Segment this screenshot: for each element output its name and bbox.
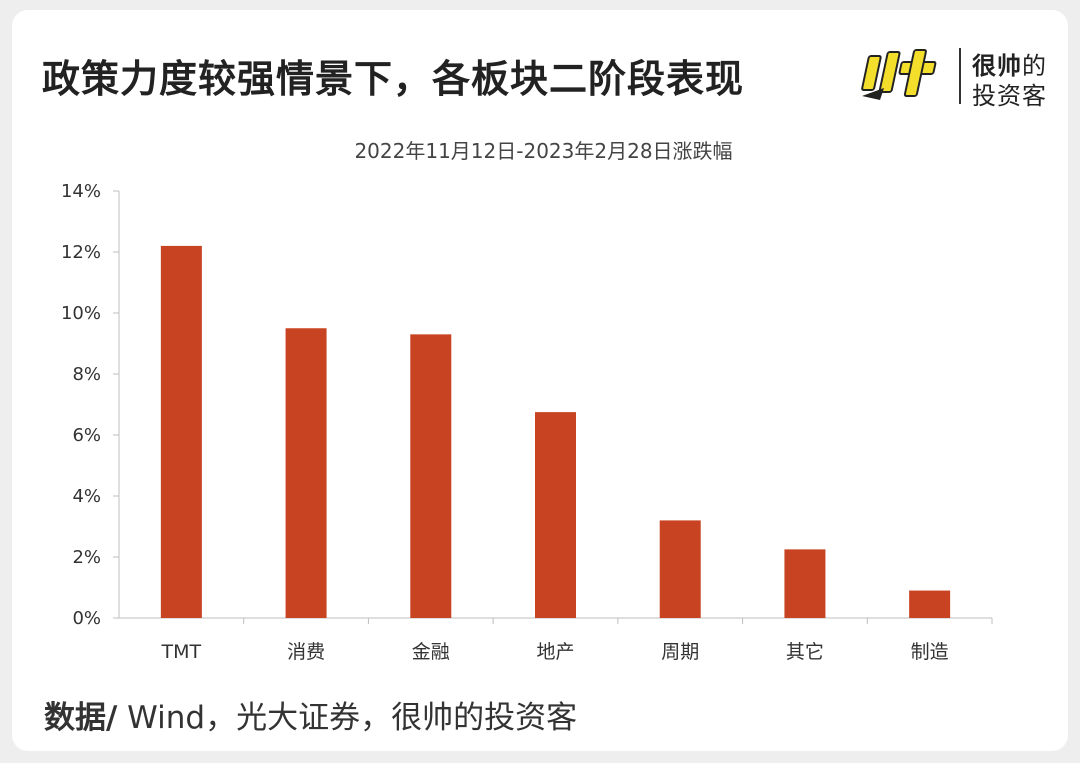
brand-name-rest: 的 (1022, 52, 1047, 80)
bar (160, 245, 202, 618)
chart-title: 2022年11月12日-2023年2月28日涨跌幅 (354, 139, 733, 163)
x-tick-label: 消费 (287, 641, 325, 663)
y-tick-label: 0% (72, 608, 101, 629)
brand-name-line2: 投资客 (972, 82, 1047, 110)
bar (659, 520, 701, 618)
bar-chart: 0% 2% 4% 6% 8% 10% 12% 14% TMT 消费 金融 地产 周期 其它 制造 (61, 181, 993, 663)
bar (285, 328, 327, 618)
y-tick-label: 14% (61, 181, 101, 202)
y-tick-label: 12% (61, 242, 101, 263)
source-note: 数据/ Wind，光大证券，很帅的投资客 (44, 692, 577, 737)
source-label: 数据/ (44, 700, 118, 736)
y-tick-label: 10% (61, 303, 101, 324)
y-tick-label: 2% (72, 547, 101, 568)
source-text: Wind，光大证券，很帅的投资客 (117, 700, 578, 736)
x-tick-label: TMT (161, 641, 202, 663)
bar (909, 590, 951, 618)
brand-divider (959, 48, 961, 104)
x-tick-label: 制造 (911, 641, 949, 663)
y-tick-label: 8% (72, 364, 101, 385)
x-tick-label: 地产 (536, 641, 574, 663)
y-tick-label: 6% (72, 425, 101, 446)
bar (410, 334, 452, 618)
card-container: 政策力度较强情景下，各板块二阶段表现 很帅的 投资客 2022年11月12日-2… (12, 10, 1068, 751)
bar (535, 412, 576, 618)
x-tick-label: 金融 (412, 641, 450, 663)
bar (784, 549, 826, 618)
x-tick-label: 周期 (661, 641, 699, 663)
y-tick-label: 4% (72, 486, 101, 507)
brand-name-bold: 很帅 (972, 52, 1022, 80)
x-tick-label: 其它 (786, 641, 824, 663)
page-title: 政策力度较强情景下，各板块二阶段表现 (42, 57, 745, 101)
brand-name-line1: 很帅的 (972, 46, 1047, 81)
brand-logo-icon (861, 49, 937, 100)
